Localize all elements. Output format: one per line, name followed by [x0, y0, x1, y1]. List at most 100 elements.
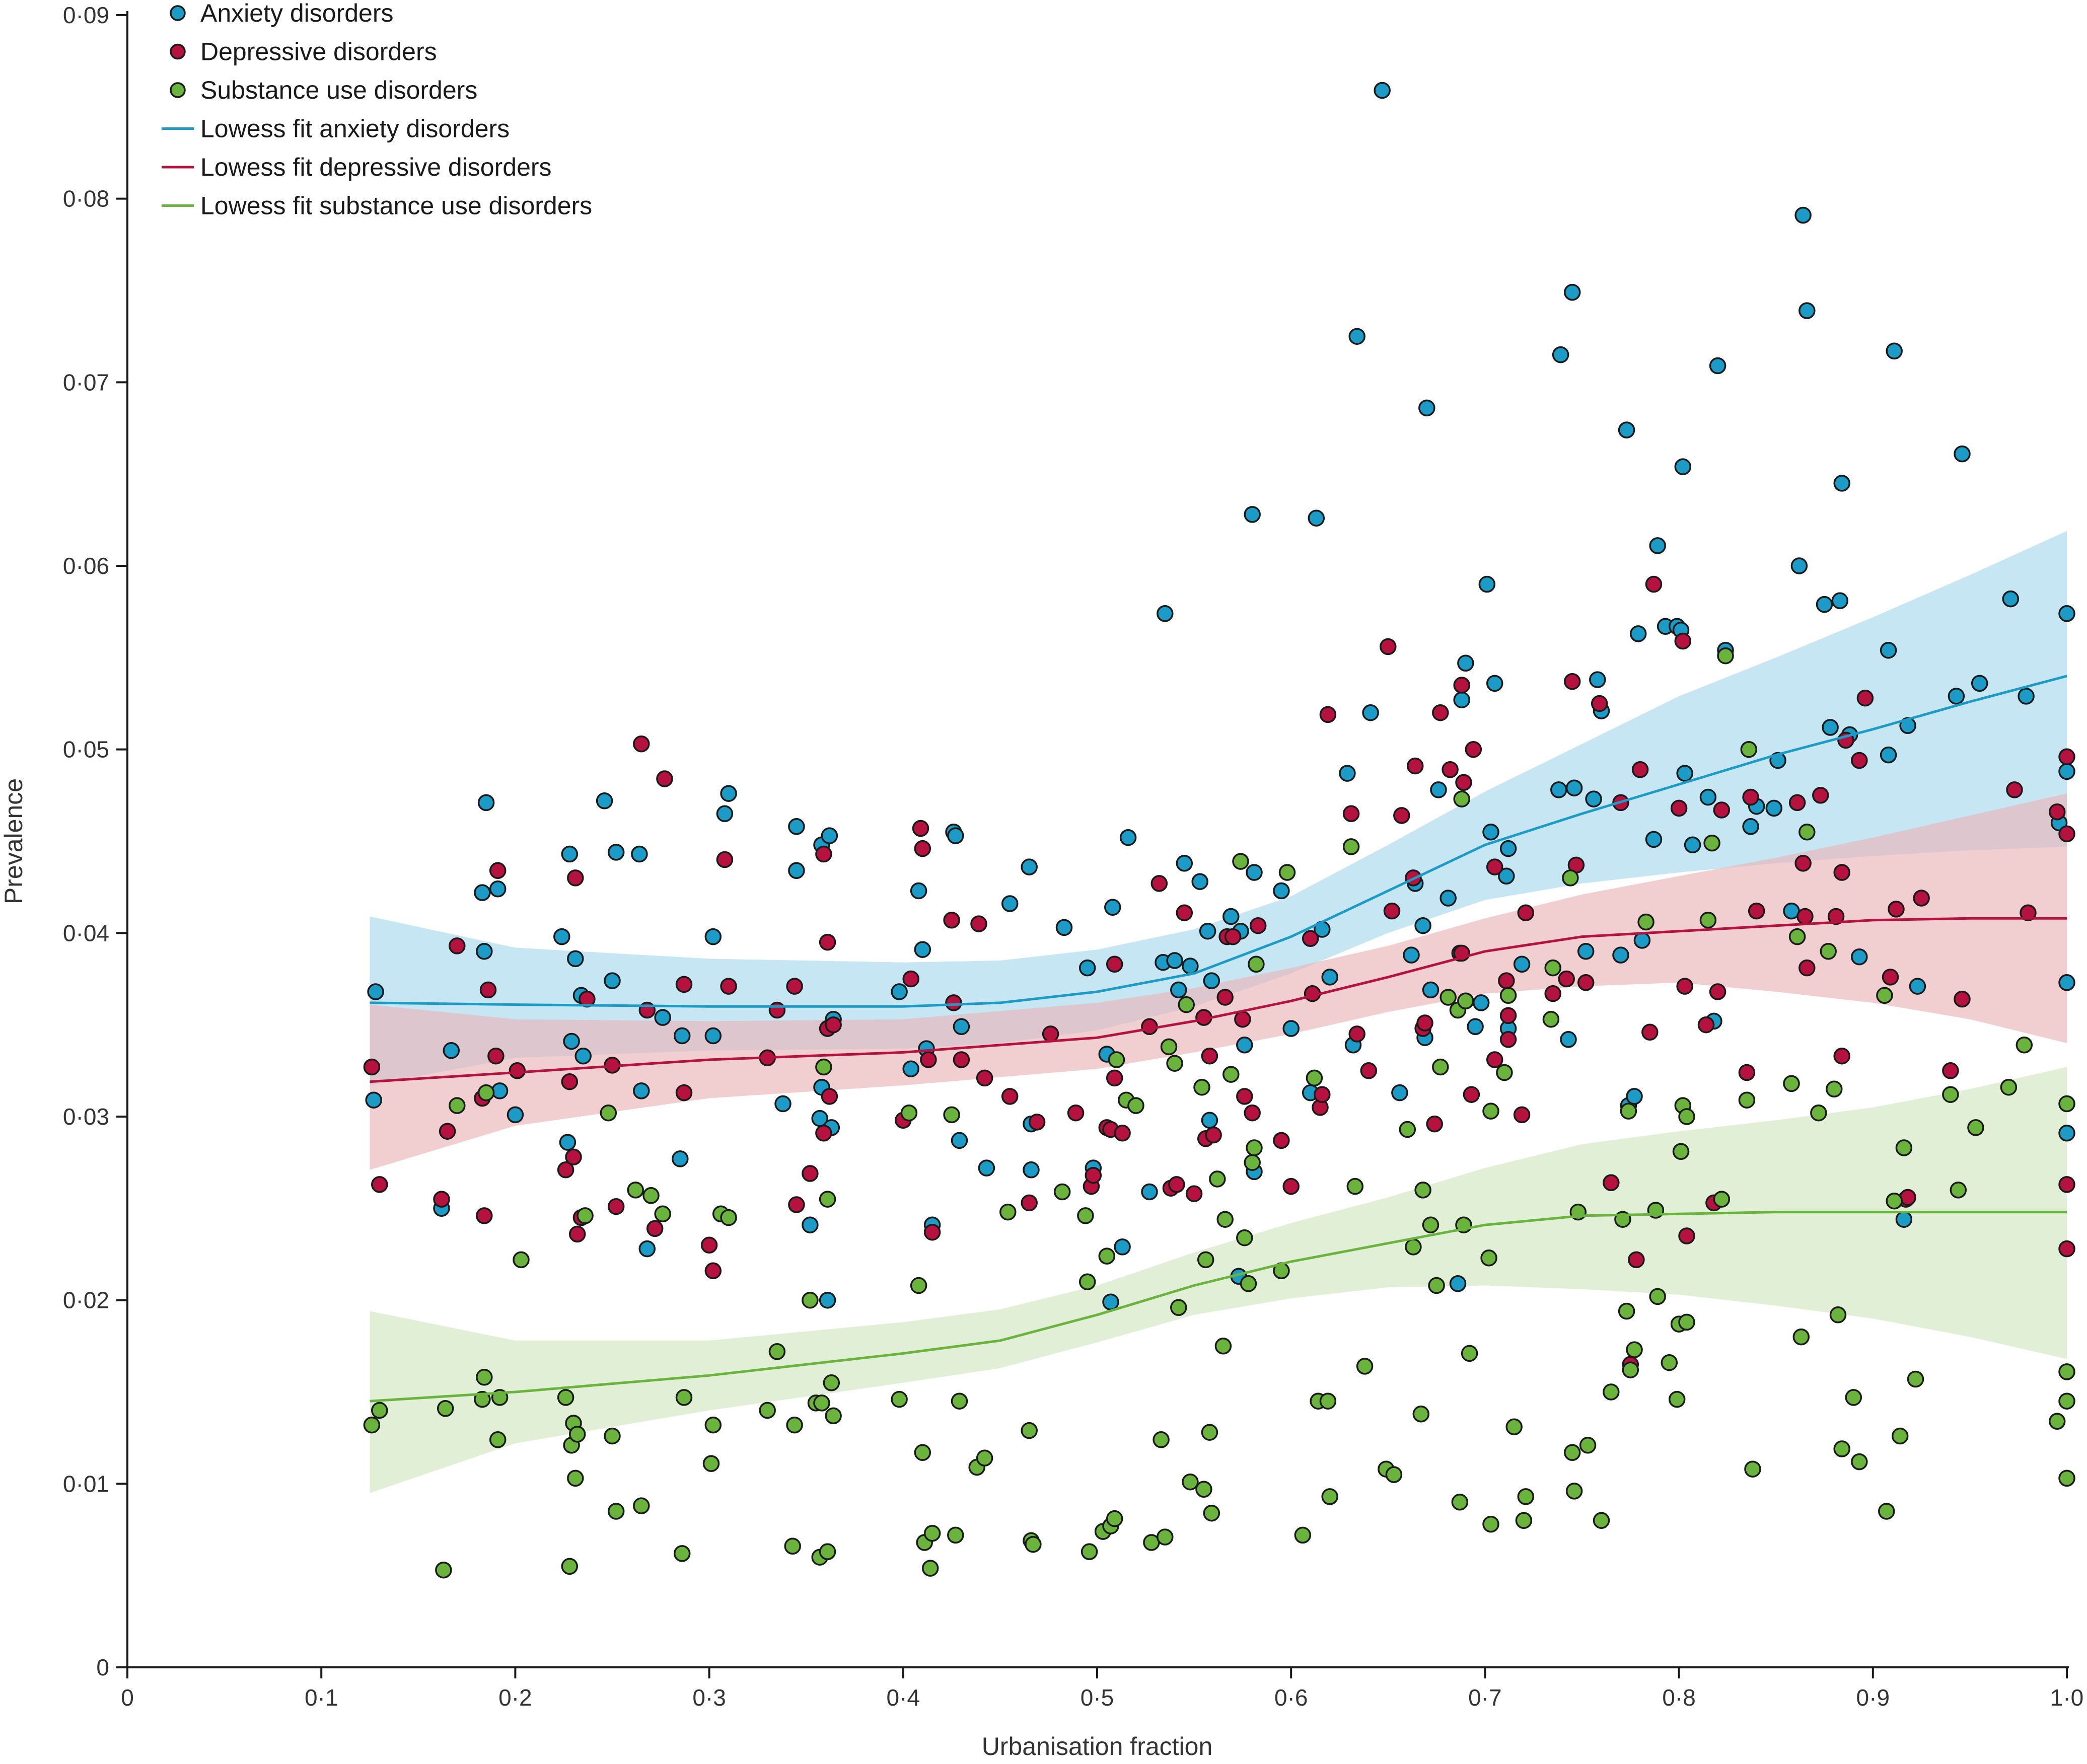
data-point	[1888, 901, 1905, 918]
data-point	[825, 1407, 842, 1425]
data-point	[802, 1216, 819, 1233]
data-point	[1827, 908, 1845, 925]
data-point	[1851, 752, 1868, 769]
data-point	[675, 1084, 693, 1101]
legend: Anxiety disorders Depressive disorders Sub…	[162, 0, 592, 220]
data-point	[2058, 825, 2075, 843]
data-point	[1829, 1306, 1847, 1324]
data-point	[1205, 1126, 1222, 1144]
data-point	[788, 862, 805, 879]
data-point	[1950, 1182, 1967, 1199]
data-point	[559, 1134, 577, 1151]
data-point	[704, 1416, 722, 1434]
data-point	[720, 785, 737, 802]
data-point	[1684, 836, 1701, 854]
data-point	[1544, 985, 1561, 1002]
data-point	[1882, 969, 1899, 986]
data-point	[1453, 677, 1470, 694]
data-point	[720, 1209, 737, 1226]
data-point	[1740, 741, 1758, 758]
y-tick-label: 0·04	[63, 920, 109, 946]
data-point	[1748, 902, 1765, 920]
data-point	[802, 1165, 819, 1182]
data-point	[1273, 1132, 1290, 1149]
data-point	[633, 1497, 650, 1514]
fit-line-lowess-fit-substance-use-disorders	[370, 1211, 2067, 1403]
data-point	[1191, 873, 1208, 890]
data-point	[1001, 1088, 1019, 1105]
data-point	[1236, 1229, 1253, 1246]
data-point	[489, 1431, 507, 1448]
data-point	[1021, 858, 1038, 875]
data-point	[477, 1084, 495, 1101]
data-point	[1833, 864, 1850, 881]
data-point	[1498, 972, 1515, 989]
data-point	[1563, 673, 1581, 690]
data-point	[1455, 774, 1472, 791]
data-point	[1856, 689, 1874, 707]
data-point	[1798, 824, 1816, 841]
data-point	[1246, 864, 1263, 881]
data-point	[1486, 675, 1503, 692]
data-point	[1661, 1354, 1678, 1371]
data-point	[557, 1161, 574, 1179]
data-point	[1765, 799, 1783, 817]
data-point	[363, 1416, 381, 1434]
data-point	[1201, 1424, 1218, 1441]
x-tick-label: 0·2	[498, 1684, 532, 1711]
data-point	[574, 1047, 592, 1065]
data-point	[1499, 1031, 1517, 1048]
data-point	[1224, 928, 1242, 945]
data-point	[1478, 575, 1496, 593]
data-point	[1356, 1358, 1374, 1375]
data-point	[638, 1240, 656, 1258]
data-point	[1234, 1010, 1251, 1028]
data-point	[1563, 1444, 1581, 1461]
data-point	[1157, 1528, 1174, 1546]
data-point	[489, 880, 507, 898]
data-point	[704, 928, 722, 945]
data-point	[1244, 1154, 1261, 1171]
y-tick-label: 0·03	[63, 1104, 109, 1130]
data-point	[443, 1042, 460, 1059]
data-point	[1678, 1313, 1695, 1331]
data-point	[1430, 781, 1447, 798]
data-point	[1577, 943, 1595, 960]
data-point	[1744, 1460, 1761, 1478]
data-point	[1399, 1121, 1416, 1138]
axes: 0 0·1 0·2 0·3 0·4 0·5 0·6 0·7 0·8 0·9 1·0 0 0·01 0·0…	[63, 2, 2083, 1711]
data-point	[1170, 1299, 1187, 1316]
data-point	[1432, 1058, 1449, 1076]
y-tick-label: 0·08	[63, 186, 109, 212]
data-point	[1418, 399, 1435, 417]
data-point	[943, 1106, 960, 1124]
y-axis-title: Prevalence	[0, 778, 28, 904]
data-point	[1542, 1010, 1560, 1028]
data-point	[1629, 625, 1647, 642]
data-point	[1055, 919, 1073, 936]
data-point	[1203, 1504, 1220, 1522]
fit-line-lowess-fit-depressive-disorders	[370, 917, 2067, 1083]
data-point	[2058, 1095, 2075, 1113]
legend-item-anxiety-disorders: Anxiety disorders	[170, 0, 394, 27]
data-point	[1812, 787, 1829, 804]
data-point	[1232, 853, 1249, 870]
data-point	[1678, 1227, 1695, 1244]
data-point	[912, 820, 929, 837]
data-point	[768, 1001, 786, 1019]
data-point	[1150, 875, 1168, 892]
data-point	[654, 1205, 671, 1223]
data-point	[953, 1018, 970, 1036]
data-point	[1709, 357, 1726, 375]
data-point	[607, 844, 625, 861]
data-point	[788, 818, 805, 835]
series-depressive-disorders	[363, 575, 2075, 1373]
data-point	[1098, 1247, 1116, 1265]
data-point	[815, 1058, 832, 1076]
data-point	[902, 1060, 919, 1077]
data-point	[1236, 1037, 1253, 1054]
data-point	[604, 972, 621, 989]
data-point	[672, 1150, 689, 1167]
data-point	[1405, 1238, 1422, 1256]
